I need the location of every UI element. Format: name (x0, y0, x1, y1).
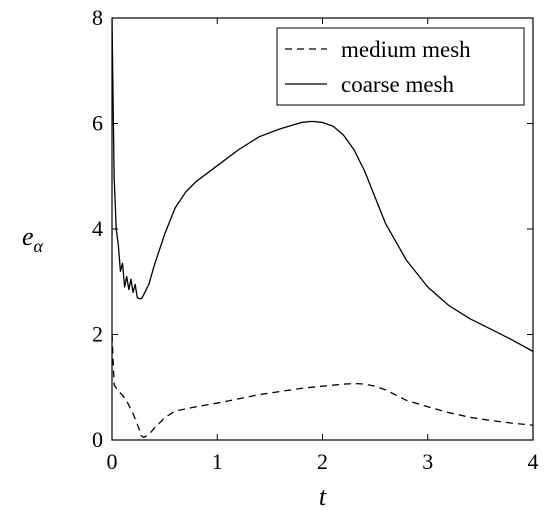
series-line-medium-mesh (112, 334, 533, 439)
legend-label-medium-mesh: medium mesh (341, 37, 471, 62)
legend-box (276, 27, 525, 106)
y-tick-label: 8 (92, 5, 103, 30)
y-tick-label: 0 (92, 427, 103, 452)
x-tick-label: 4 (528, 449, 539, 474)
x-tick-label: 3 (422, 449, 433, 474)
y-tick-label: 4 (92, 216, 103, 241)
series-layer (112, 18, 533, 439)
x-tick-label: 0 (107, 449, 118, 474)
y-tick-label: 6 (92, 111, 103, 136)
x-tick-label: 1 (212, 449, 223, 474)
y-axis-label: eα (22, 222, 44, 256)
x-tick-label: 2 (317, 449, 328, 474)
y-tick-label: 2 (92, 322, 103, 347)
y-axis-label-subscript: α (34, 236, 44, 256)
series-line-coarse-mesh (112, 18, 533, 352)
legend-label-coarse-mesh: coarse mesh (341, 72, 455, 97)
y-axis-label-base: e (22, 222, 34, 251)
axis-layer: 0 1 2 3 4 0 2 4 6 8 t eα (22, 5, 539, 511)
legend: medium mesh coarse mesh (276, 27, 525, 106)
x-axis-label: t (319, 482, 327, 511)
